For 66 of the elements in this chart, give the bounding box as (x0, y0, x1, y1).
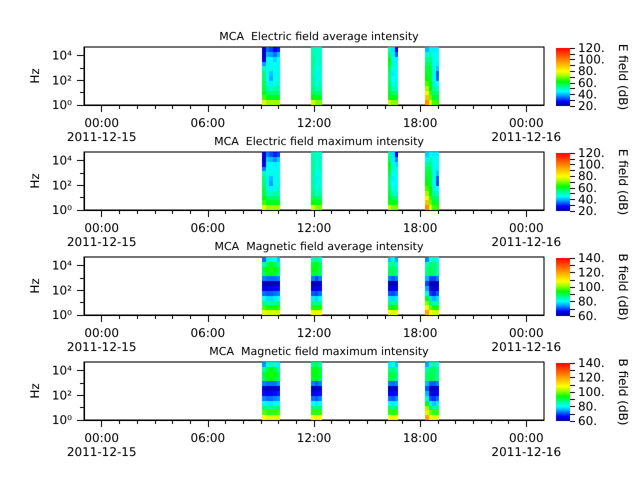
x-tick-label: 06:00 (190, 116, 226, 130)
color-bar-label: 120. (578, 370, 605, 384)
y-tick-label: 10² (52, 73, 72, 88)
color-bar-label: 100. (578, 280, 605, 294)
y-tick-label: 10⁰ (52, 98, 72, 112)
color-bar-label: 120. (578, 41, 605, 55)
x-tick-label: 12:00 (296, 221, 332, 235)
chart-title: MCA Magnetic field maximum intensity (209, 345, 430, 358)
y-tick-label: 10⁴ (52, 154, 72, 168)
x-tick-label: 00:00 2011-12-16 (491, 431, 562, 459)
x-tick-label: 12:00 (296, 431, 332, 445)
y-tick-label: 10⁴ (52, 258, 72, 273)
x-tick-label: 18:00 (402, 116, 438, 130)
color-bar-label: 100. (578, 158, 605, 172)
x-tick-label: 18:00 (402, 431, 438, 445)
x-tick-label: 12:00 (296, 116, 332, 130)
chart-title: MCA Magnetic field average intensity (214, 240, 424, 253)
color-bar-label: 40. (578, 87, 598, 102)
x-tick-label: 00:00 2011-12-15 (66, 326, 137, 354)
color-bar-label: 120. (578, 146, 605, 160)
color-bar-label: 60. (578, 180, 598, 195)
y-tick-label: 10⁴ (52, 48, 72, 63)
color-bar-label: 80. (578, 169, 598, 184)
y-axis-title: Hz (28, 278, 42, 294)
y-tick-label: 10⁴ (52, 364, 72, 378)
y-tick-label: 10² (52, 283, 72, 298)
x-tick-label: 00:00 2011-12-16 (491, 326, 562, 354)
color-bar-label: 20. (578, 99, 598, 113)
color-bar-label: 80. (578, 294, 598, 308)
y-axis-title: Hz (28, 383, 42, 399)
chart-title: MCA Electric field maximum intensity (214, 135, 424, 148)
color-bar-label: 120. (578, 266, 605, 280)
color-bar-label: 60. (578, 76, 598, 90)
color-bar-label: 40. (578, 192, 598, 206)
y-axis-title: Hz (28, 68, 42, 84)
color-bar-label: 80. (578, 400, 598, 414)
color-bar-label: 140. (578, 251, 605, 265)
color-bar-title: E field (dB) (616, 44, 630, 110)
x-tick-label: 00:00 2011-12-15 (66, 221, 137, 249)
x-tick-label: 06:00 (190, 431, 226, 445)
color-bar-label: 20. (578, 204, 598, 218)
color-bar-label: 80. (578, 64, 598, 78)
x-tick-label: 00:00 2011-12-15 (66, 431, 137, 459)
x-tick-label: 00:00 2011-12-16 (491, 116, 562, 144)
color-bar-label: 60. (578, 309, 598, 323)
color-bar-label: 100. (578, 52, 605, 67)
x-tick-label: 18:00 (402, 326, 438, 340)
color-bar-label: 100. (578, 385, 605, 399)
y-tick-label: 10⁰ (52, 203, 72, 217)
y-tick-label: 10⁰ (52, 308, 72, 322)
x-tick-label: 00:00 2011-12-16 (491, 221, 562, 249)
color-bar-title: E field (dB) (616, 148, 630, 216)
x-tick-label: 06:00 (190, 326, 226, 340)
y-tick-label: 10² (52, 388, 72, 402)
x-tick-label: 00:00 2011-12-15 (66, 116, 137, 144)
x-tick-label: 18:00 (402, 221, 438, 235)
color-bar-label: 140. (578, 356, 605, 370)
chart-title: MCA Electric field average intensity (219, 30, 420, 43)
y-tick-label: 10⁰ (52, 413, 72, 427)
x-tick-label: 06:00 (190, 221, 226, 235)
color-bar-title: B field (dB) (616, 254, 630, 320)
color-bar-title: B field (dB) (616, 358, 630, 426)
y-tick-label: 10² (52, 178, 72, 192)
x-tick-label: 12:00 (296, 326, 332, 340)
color-bar-label: 60. (578, 414, 598, 428)
y-axis-title: Hz (28, 173, 42, 189)
